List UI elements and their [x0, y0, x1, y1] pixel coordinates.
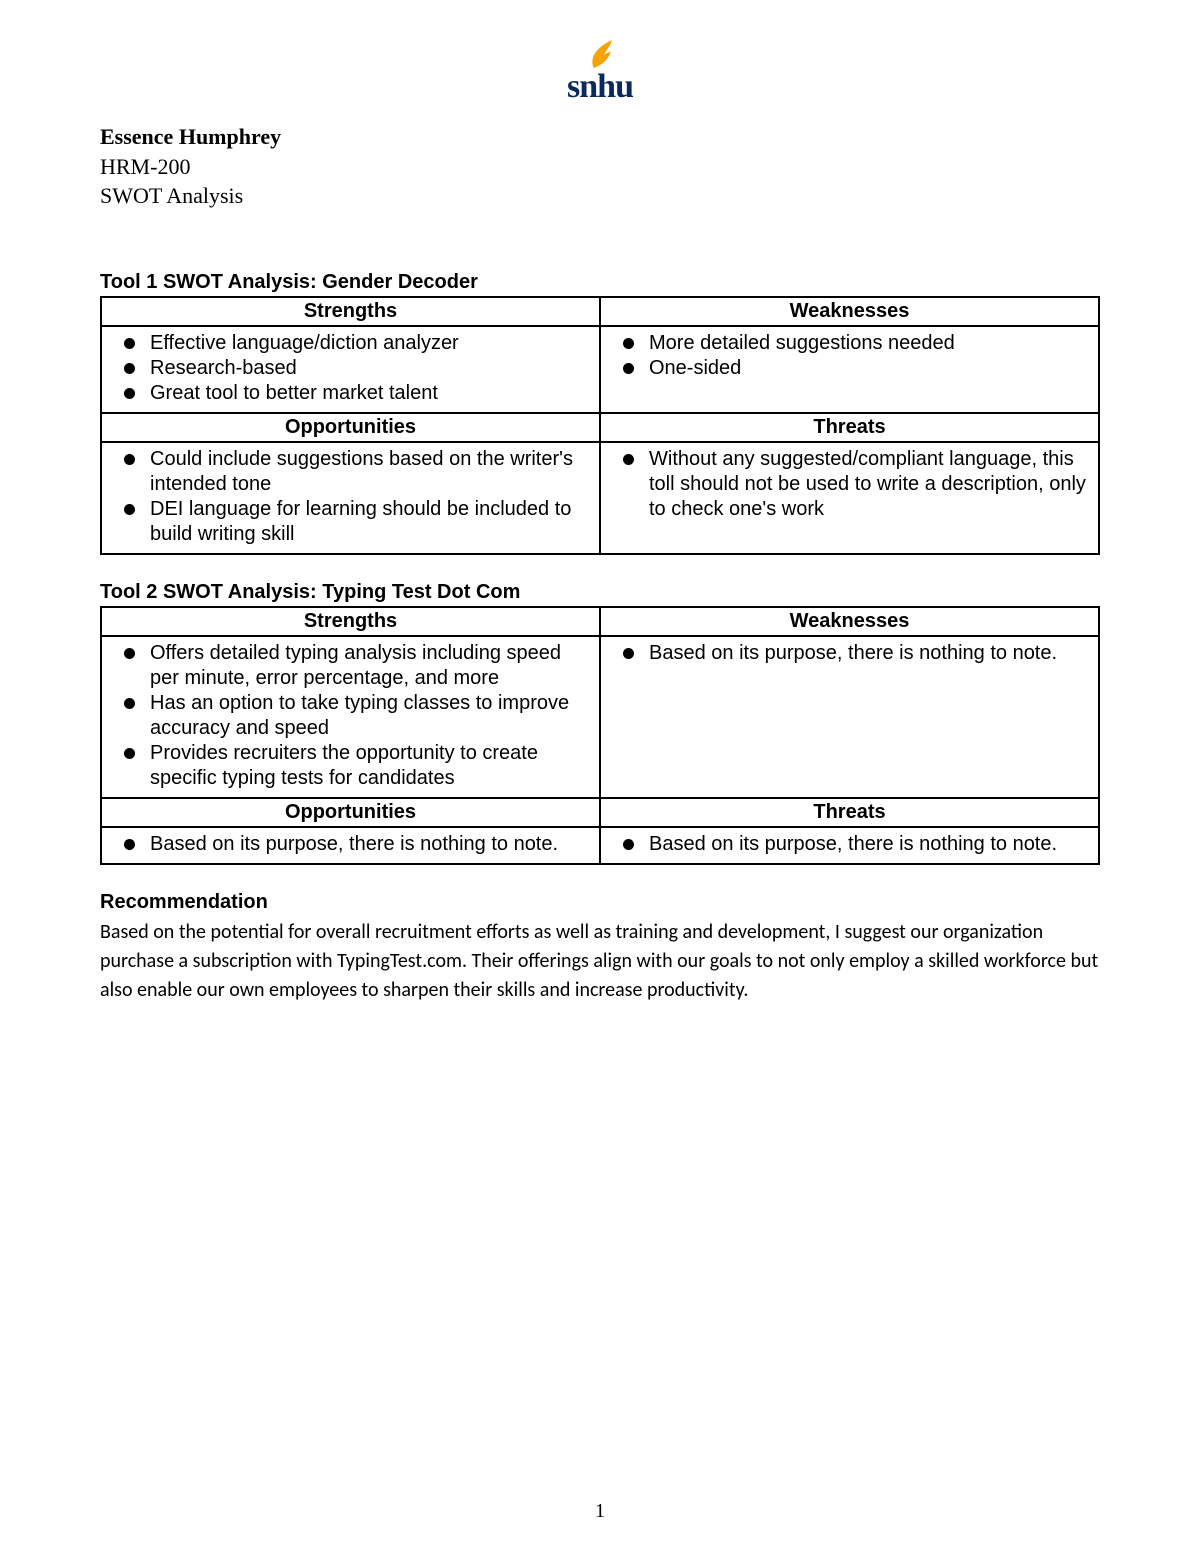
tool1-weaknesses-cell: More detailed suggestions neededOne-side…: [600, 326, 1099, 413]
list-item: Could include suggestions based on the w…: [146, 447, 589, 497]
tool2-threats-list: Based on its purpose, there is nothing t…: [611, 832, 1088, 857]
tool1-strengths-list: Effective language/diction analyzerResea…: [112, 331, 589, 406]
list-item: Based on its purpose, there is nothing t…: [146, 832, 589, 857]
tool2-weaknesses-cell: Based on its purpose, there is nothing t…: [600, 636, 1099, 798]
assignment-title: SWOT Analysis: [100, 181, 1100, 211]
tool1-swot-table: Strengths Weaknesses Effective language/…: [100, 296, 1100, 555]
list-item: DEI language for learning should be incl…: [146, 497, 589, 547]
list-item: Provides recruiters the opportunity to c…: [146, 741, 589, 791]
tool2-strengths-list: Offers detailed typing analysis includin…: [112, 641, 589, 791]
page-number: 1: [0, 1500, 1200, 1523]
tool2-title: Tool 2 SWOT Analysis: Typing Test Dot Co…: [100, 581, 1100, 604]
document-page: snhu Essence Humphrey HRM-200 SWOT Analy…: [0, 0, 1200, 1553]
logo-text: snhu: [567, 70, 633, 104]
tool1-weaknesses-list: More detailed suggestions neededOne-side…: [611, 331, 1088, 381]
snhu-logo: snhu: [567, 40, 633, 104]
list-item: Based on its purpose, there is nothing t…: [645, 832, 1088, 857]
list-item: Offers detailed typing analysis includin…: [146, 641, 589, 691]
tool2-opportunities-list: Based on its purpose, there is nothing t…: [112, 832, 589, 857]
recommendation-body: Based on the potential for overall recru…: [100, 918, 1100, 1005]
tool2-strengths-header: Strengths: [101, 607, 600, 636]
tool2-threats-header: Threats: [600, 798, 1099, 827]
tool1-strengths-cell: Effective language/diction analyzerResea…: [101, 326, 600, 413]
tool1-strengths-header: Strengths: [101, 297, 600, 326]
list-item: Great tool to better market talent: [146, 381, 589, 406]
list-item: More detailed suggestions needed: [645, 331, 1088, 356]
tool1-opportunities-list: Could include suggestions based on the w…: [112, 447, 589, 547]
tool2-swot-table: Strengths Weaknesses Offers detailed typ…: [100, 606, 1100, 865]
tool1-weaknesses-header: Weaknesses: [600, 297, 1099, 326]
list-item: Has an option to take typing classes to …: [146, 691, 589, 741]
tool2-weaknesses-list: Based on its purpose, there is nothing t…: [611, 641, 1088, 666]
list-item: Without any suggested/compliant language…: [645, 447, 1088, 522]
document-header: Essence Humphrey HRM-200 SWOT Analysis: [100, 122, 1100, 211]
logo-container: snhu: [100, 40, 1100, 104]
course-code: HRM-200: [100, 152, 1100, 182]
list-item: One-sided: [645, 356, 1088, 381]
tool1-threats-list: Without any suggested/compliant language…: [611, 447, 1088, 522]
tool2-weaknesses-header: Weaknesses: [600, 607, 1099, 636]
flame-icon: [588, 40, 612, 68]
recommendation-title: Recommendation: [100, 891, 1100, 914]
author-name: Essence Humphrey: [100, 122, 1100, 152]
tool2-opportunities-header: Opportunities: [101, 798, 600, 827]
list-item: Effective language/diction analyzer: [146, 331, 589, 356]
tool2-strengths-cell: Offers detailed typing analysis includin…: [101, 636, 600, 798]
list-item: Based on its purpose, there is nothing t…: [645, 641, 1088, 666]
tool1-title: Tool 1 SWOT Analysis: Gender Decoder: [100, 271, 1100, 294]
tool2-threats-cell: Based on its purpose, there is nothing t…: [600, 827, 1099, 864]
tool1-threats-cell: Without any suggested/compliant language…: [600, 442, 1099, 554]
tool1-threats-header: Threats: [600, 413, 1099, 442]
list-item: Research-based: [146, 356, 589, 381]
tool2-opportunities-cell: Based on its purpose, there is nothing t…: [101, 827, 600, 864]
tool1-opportunities-header: Opportunities: [101, 413, 600, 442]
tool1-opportunities-cell: Could include suggestions based on the w…: [101, 442, 600, 554]
